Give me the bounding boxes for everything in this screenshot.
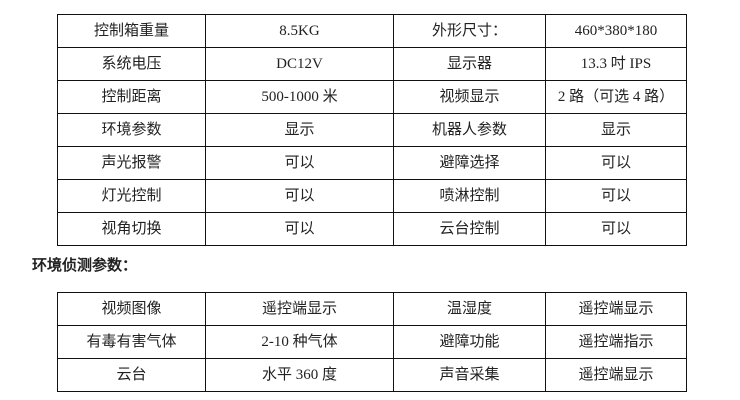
param-value-cell: 遥控端显示 xyxy=(545,292,687,326)
param-label-cell: 系统电压 xyxy=(57,47,206,81)
env-table: 视频图像 遥控端显示 温湿度 遥控端显示 有毒有害气体 2-10 种气体 避障功能 遥控端指示… xyxy=(57,292,687,392)
table-row: 灯光控制 可以 喷淋控制 可以 xyxy=(57,179,687,213)
param-value-cell: 可以 xyxy=(545,146,687,180)
table-row: 声光报警 可以 避障选择 可以 xyxy=(57,146,687,180)
param-label-cell: 温湿度 xyxy=(393,292,546,326)
param-value-cell: 显示 xyxy=(545,113,687,147)
table-row: 系统电压 DC12V 显示器 13.3 吋 IPS xyxy=(57,47,687,81)
param-label-cell: 声音采集 xyxy=(393,358,546,392)
param-label-cell: 控制距离 xyxy=(57,80,206,114)
param-label-cell: 视频显示 xyxy=(393,80,546,114)
param-label-cell: 声光报警 xyxy=(57,146,206,180)
param-value-cell: 可以 xyxy=(205,179,394,213)
param-label-cell: 显示器 xyxy=(393,47,546,81)
param-label-cell: 避障功能 xyxy=(393,325,546,359)
param-label-cell: 外形尺寸： xyxy=(393,14,546,48)
param-value-cell: 可以 xyxy=(545,179,687,213)
param-value-cell: 2 路（可选 4 路） xyxy=(545,80,687,114)
param-value-cell: 可以 xyxy=(545,212,687,246)
table-row: 控制距离 500-1000 米视频显示 2 路（可选 4 路） xyxy=(57,80,687,114)
param-label-cell: 喷淋控制 xyxy=(393,179,546,213)
param-label-cell: 云台控制 xyxy=(393,212,546,246)
param-value-cell: 遥控端指示 xyxy=(545,325,687,359)
param-label-cell: 灯光控制 xyxy=(57,179,206,213)
spec-table: 控制箱重量 8.5KG 外形尺寸： 460*380*180 系统电压 DC12V 显示器 13… xyxy=(57,14,687,246)
param-value-cell: 显示 xyxy=(205,113,394,147)
table-row: 有毒有害气体 2-10 种气体 避障功能 遥控端指示 xyxy=(57,325,687,359)
table-row: 控制箱重量 8.5KG 外形尺寸： 460*380*180 xyxy=(57,14,687,48)
param-label-cell: 环境参数 xyxy=(57,113,206,147)
param-label-cell: 视角切换 xyxy=(57,212,206,246)
param-label-cell: 有毒有害气体 xyxy=(57,325,206,359)
env-section-heading: 环境侦测参数： xyxy=(32,256,138,274)
param-value-cell: 水平 360 度 xyxy=(205,358,394,392)
param-value-cell: 500-1000 米 xyxy=(205,80,394,114)
table-row: 环境参数 显示 机器人参数 显示 xyxy=(57,113,687,147)
param-label-cell: 避障选择 xyxy=(393,146,546,180)
param-value-cell: 460*380*180 xyxy=(545,14,687,48)
table-row: 视频图像 遥控端显示 温湿度 遥控端显示 xyxy=(57,292,687,326)
param-value-cell: 13.3 吋 IPS xyxy=(545,47,687,81)
param-label-cell: 视频图像 xyxy=(57,292,206,326)
param-value-cell: 8.5KG xyxy=(205,14,394,48)
param-value-cell: 可以 xyxy=(205,146,394,180)
param-value-cell: 遥控端显示 xyxy=(205,292,394,326)
table-row: 云台 水平 360 度声音采集 遥控端显示 xyxy=(57,358,687,392)
param-value-cell: 2-10 种气体 xyxy=(205,325,394,359)
param-value-cell: 可以 xyxy=(205,212,394,246)
param-label-cell: 机器人参数 xyxy=(393,113,546,147)
param-label-cell: 云台 xyxy=(57,358,206,392)
param-value-cell: 遥控端显示 xyxy=(545,358,687,392)
param-label-cell: 控制箱重量 xyxy=(57,14,206,48)
param-value-cell: DC12V xyxy=(205,47,394,81)
table-row: 视角切换 可以 云台控制 可以 xyxy=(57,212,687,246)
